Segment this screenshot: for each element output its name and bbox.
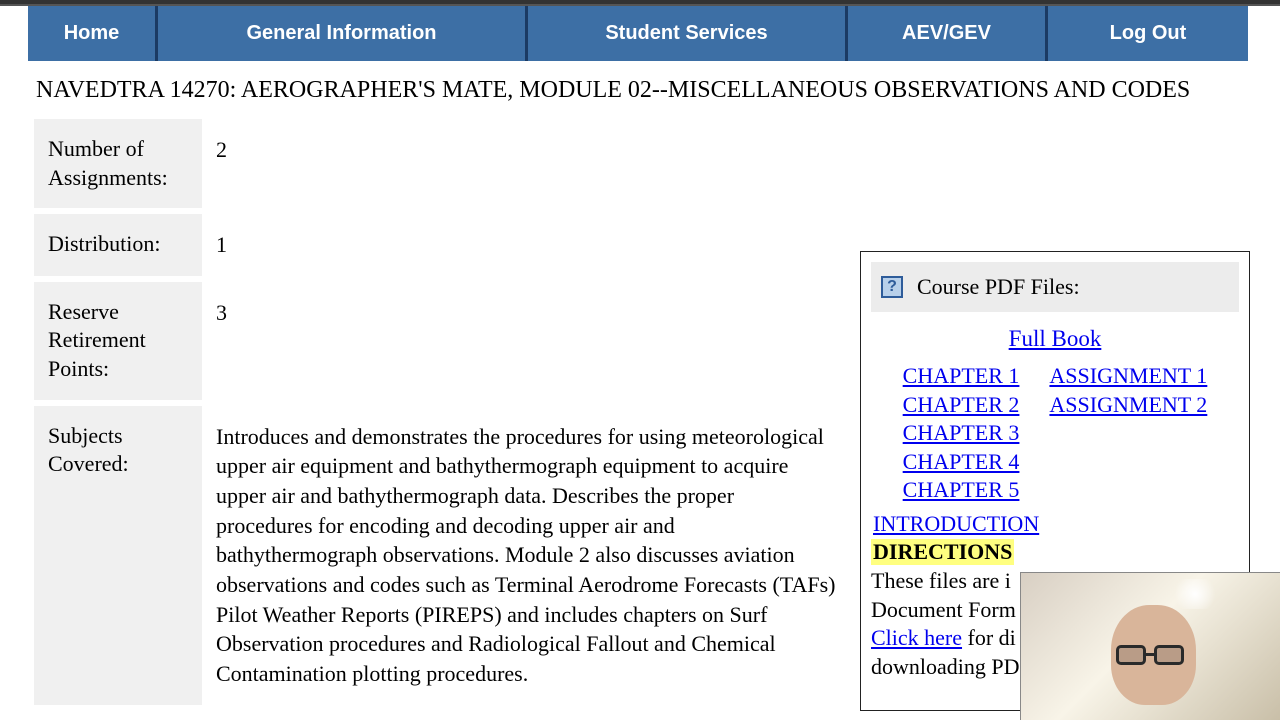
pdf-body-line2: Document Form bbox=[871, 597, 1016, 622]
main-nav: Home General Information Student Service… bbox=[28, 6, 1252, 61]
reserve-points-value: 3 bbox=[202, 282, 850, 400]
assignment-links-column: ASSIGNMENT 1 ASSIGNMENT 2 bbox=[1049, 362, 1207, 505]
directions-section: DIRECTIONS bbox=[871, 537, 1239, 565]
chapter-1-link[interactable]: CHAPTER 1 bbox=[903, 362, 1020, 391]
course-info-table: Number of Assignments: 2 Distribution: 1… bbox=[34, 113, 850, 711]
nav-home[interactable]: Home bbox=[28, 6, 158, 61]
table-row: Subjects Covered: Introduces and demonst… bbox=[34, 406, 850, 705]
pdf-body-line1: These files are i bbox=[871, 568, 1011, 593]
pdf-header-text: Course PDF Files: bbox=[917, 274, 1080, 300]
distribution-value: 1 bbox=[202, 214, 850, 276]
help-icon[interactable]: ? bbox=[881, 276, 903, 298]
course-title: NAVEDTRA 14270: AEROGRAPHER'S MATE, MODU… bbox=[0, 61, 1280, 113]
chapter-4-link[interactable]: CHAPTER 4 bbox=[903, 448, 1020, 477]
chapter-3-link[interactable]: CHAPTER 3 bbox=[903, 419, 1020, 448]
nav-general-information[interactable]: General Information bbox=[158, 6, 528, 61]
table-row: Reserve Retirement Points: 3 bbox=[34, 282, 850, 400]
reserve-points-label: Reserve Retirement Points: bbox=[34, 282, 202, 400]
pdf-links-area: Full Book CHAPTER 1 CHAPTER 2 CHAPTER 3 … bbox=[871, 326, 1239, 537]
introduction-link[interactable]: INTRODUCTION bbox=[871, 511, 1239, 537]
chapter-2-link[interactable]: CHAPTER 2 bbox=[903, 391, 1020, 420]
directions-label: DIRECTIONS bbox=[871, 539, 1014, 565]
pdf-link-columns: CHAPTER 1 CHAPTER 2 CHAPTER 3 CHAPTER 4 … bbox=[871, 362, 1239, 505]
nav-student-services[interactable]: Student Services bbox=[528, 6, 848, 61]
chapter-5-link[interactable]: CHAPTER 5 bbox=[903, 476, 1020, 505]
assignment-1-link[interactable]: ASSIGNMENT 1 bbox=[1049, 362, 1207, 391]
distribution-label: Distribution: bbox=[34, 214, 202, 276]
table-row: Number of Assignments: 2 bbox=[34, 119, 850, 208]
webcam-light-flare bbox=[1170, 579, 1220, 609]
nav-aev-gev[interactable]: AEV/GEV bbox=[848, 6, 1048, 61]
subjects-label: Subjects Covered: bbox=[34, 406, 202, 705]
assignments-value: 2 bbox=[202, 119, 850, 208]
assignments-label: Number of Assignments: bbox=[34, 119, 202, 208]
table-row: Distribution: 1 bbox=[34, 214, 850, 276]
subjects-value: Introduces and demonstrates the procedur… bbox=[202, 406, 850, 705]
full-book-link[interactable]: Full Book bbox=[871, 326, 1239, 352]
nav-logout[interactable]: Log Out bbox=[1048, 6, 1248, 61]
pdf-body-line4: downloading PD bbox=[871, 654, 1020, 679]
pdf-body-line3: for di bbox=[962, 625, 1016, 650]
pdf-panel-header: ? Course PDF Files: bbox=[871, 262, 1239, 312]
chapter-links-column: CHAPTER 1 CHAPTER 2 CHAPTER 3 CHAPTER 4 … bbox=[903, 362, 1020, 505]
webcam-person-glasses bbox=[1116, 645, 1194, 667]
assignment-2-link[interactable]: ASSIGNMENT 2 bbox=[1049, 391, 1207, 420]
webcam-overlay bbox=[1020, 572, 1280, 720]
click-here-link[interactable]: Click here bbox=[871, 625, 962, 650]
